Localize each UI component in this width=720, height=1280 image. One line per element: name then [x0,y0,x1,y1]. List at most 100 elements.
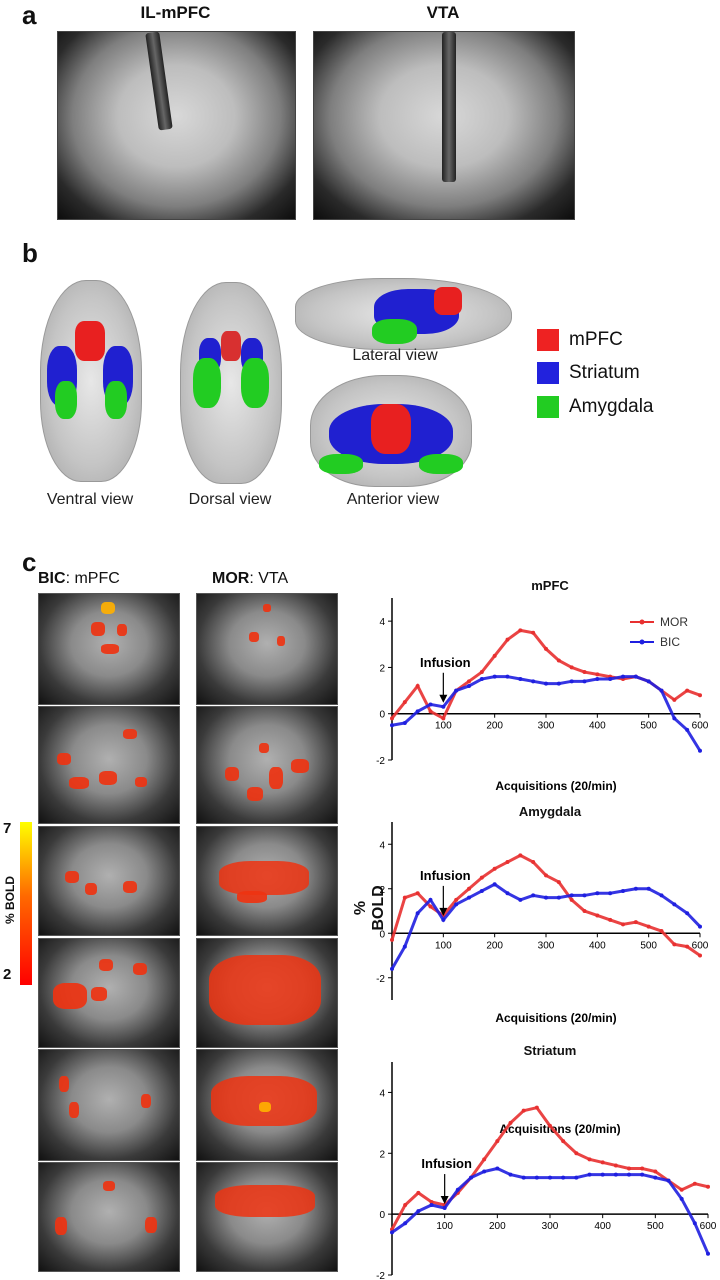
region-amygdala [319,454,363,474]
data-point-mor [574,1151,579,1156]
data-point-bic [495,1166,500,1171]
chart-title-striatum: Striatum [523,1043,577,1058]
column-title-mor: MOR: VTA [212,570,352,588]
data-point-bic [531,893,536,898]
legend-item-mpfc: mPFC [537,328,623,352]
activation-blob [65,871,79,883]
legend-marker-mor [639,619,645,625]
data-point-bic [587,1172,592,1177]
data-point-bic [548,1175,552,1180]
brain-slice [38,593,180,705]
legend-label: Striatum [569,362,640,383]
x-tick-label: 300 [542,1221,559,1232]
region-amygdala [419,454,463,474]
brain-anterior-view [310,375,472,487]
x-tick-label: 400 [589,940,606,951]
data-point-bic [621,888,625,893]
data-point-bic [653,1175,658,1180]
x-axis-label: Acquisitions (20/min) [495,779,616,793]
chart-amygdala: 4 2 0 -2 100 200 300 400 500 600 Acquisitions (20/… [376,822,709,1025]
data-point-mor [627,1166,631,1171]
x-tick-label: 400 [594,1221,611,1232]
y-tick-label: 0 [379,929,385,940]
data-point-bic [531,679,536,684]
data-point-bic [569,679,574,684]
data-point-bic [595,677,600,681]
data-point-bic [390,1230,394,1235]
data-point-bic [479,888,484,893]
data-point-mor [402,895,407,900]
data-point-mor [429,1199,434,1204]
x-tick-label: 200 [489,1221,506,1232]
data-point-bic [574,1175,579,1180]
legend-swatch [537,329,559,351]
x-tick-label: 300 [538,721,555,732]
x-tick-label: 100 [435,721,452,732]
data-point-mor [505,860,510,865]
infusion-label: Infusion [420,655,471,670]
region-amygdala [193,358,221,408]
data-point-bic [415,911,420,916]
data-point-mor [482,1157,487,1162]
data-point-bic [569,893,574,898]
data-point-bic [454,902,459,907]
data-point-mor [467,886,471,891]
data-point-mor [479,875,484,880]
data-point-mor [672,942,677,947]
activation-blob [291,759,309,773]
legend-swatch [537,396,559,418]
legend-item-striatum: Striatum [537,361,640,385]
activation-blob [211,1076,317,1126]
activation-blob [263,604,271,612]
activation-blob [259,743,269,753]
data-point-bic [402,944,407,949]
data-point-bic [505,891,510,896]
region-mpfc [434,287,462,315]
data-point-bic [428,702,433,707]
data-point-bic [429,1203,434,1208]
column-title-rest: : VTA [249,570,289,587]
data-point-mor [679,1187,684,1192]
chart-striatum: 4 2 0 -2 100 200 300 400 500 600 Acquisitions (20/… [376,1062,717,1280]
data-point-bic [454,688,459,693]
data-point-bic [679,1196,684,1201]
data-point-mor [659,929,664,934]
data-point-mor [402,700,407,705]
data-point-mor [706,1184,710,1189]
series-line-bic [391,1166,710,1255]
x-axis-label: Acquisitions (20/min) [499,1122,620,1136]
activation-blob [101,602,115,614]
activation-blob [145,1217,157,1233]
data-point-mor [600,1160,605,1165]
data-point-bic [672,716,677,721]
infusion-label: Infusion [421,1156,472,1171]
brain-slice [196,826,338,936]
region-amygdala [372,319,417,344]
region-amygdala [241,358,269,408]
data-point-bic [415,709,420,714]
activation-blob [277,636,285,646]
data-point-bic [672,902,677,907]
data-point-bic [698,748,702,753]
column-title-bold: MOR [212,570,250,587]
data-point-mor [608,917,613,922]
data-point-bic [561,1175,566,1180]
activation-blob [135,777,147,787]
region-mpfc [75,321,105,361]
y-tick-label: 2 [379,885,385,896]
data-point-bic [659,893,664,898]
activation-blob [99,959,113,971]
data-point-mor [692,1181,697,1186]
data-point-bic [390,966,394,971]
data-point-bic [469,1175,473,1180]
data-point-mor [492,866,497,871]
brain-slice [196,593,338,705]
x-tick-label: 600 [692,721,709,732]
data-point-mor [556,658,561,663]
data-point-bic [640,1172,645,1177]
data-point-bic [556,681,561,686]
data-point-bic [633,886,638,891]
activation-blob [219,861,309,895]
brain-slice [38,1162,180,1272]
